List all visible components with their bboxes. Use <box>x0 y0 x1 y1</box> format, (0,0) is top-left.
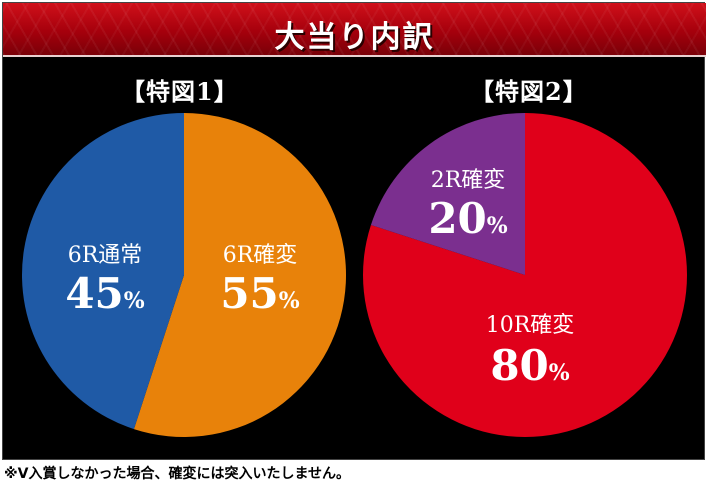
slice-value-1-1: 55% <box>220 269 299 318</box>
pie-slice-2-1 <box>363 113 688 438</box>
slice-label-2-1: 10R確変 <box>486 313 575 338</box>
chart-title-tokuzu1: 【特図1】 <box>121 77 239 106</box>
slice-value-1-2: 45% <box>65 269 144 318</box>
pie-slice-1-2 <box>22 113 185 430</box>
slice-value-2-2: 20% <box>428 194 507 243</box>
slice-label-2-2: 2R確変 <box>431 168 506 193</box>
slice-label-1-2: 6R通常 <box>68 243 143 268</box>
page-title: 大当り内訳 <box>274 20 435 55</box>
pie-slice-2-2 <box>370 113 525 275</box>
chart-title-tokuzu2: 【特図2】 <box>470 77 588 106</box>
pie-slice-1-1 <box>133 113 347 438</box>
footnote: ※V入賞しなかった場合、確変には突入いたしません。 <box>4 466 351 482</box>
slice-value-2-1: 80% <box>490 341 569 390</box>
slice-label-1-1: 6R確変 <box>223 243 298 268</box>
header-banner: 大当り内訳 <box>3 3 706 57</box>
